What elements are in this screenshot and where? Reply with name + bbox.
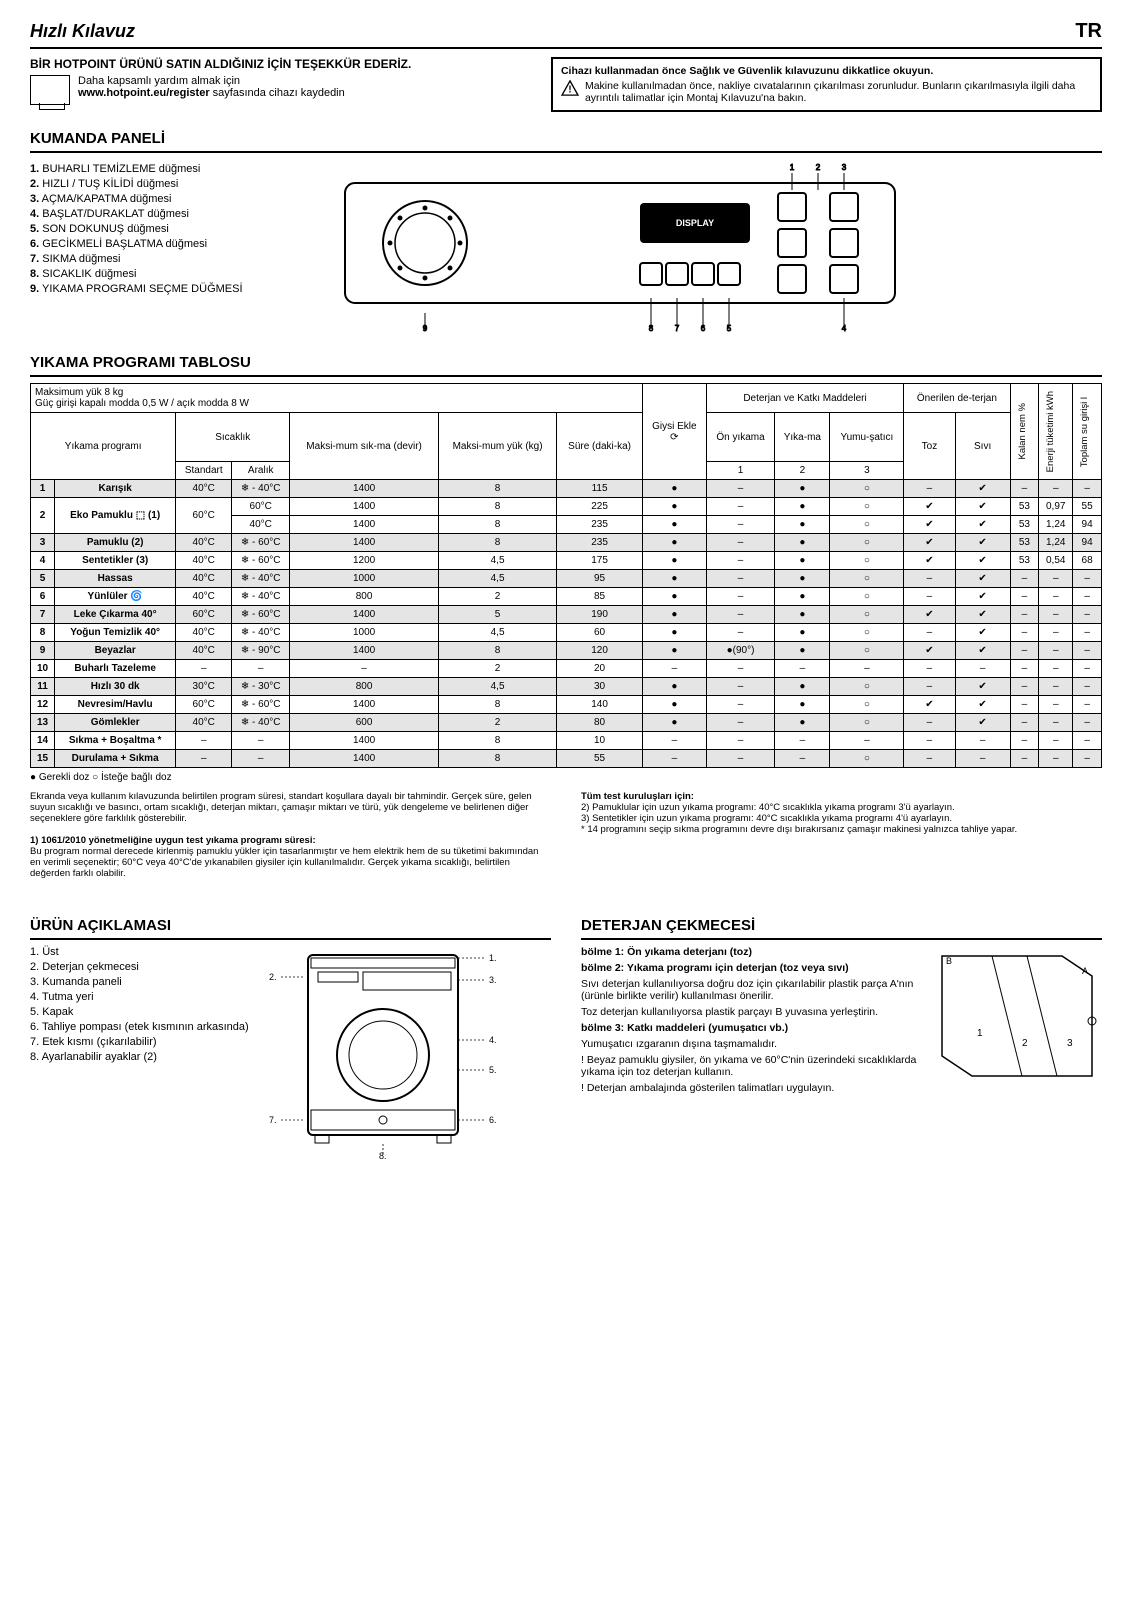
table-row: 5Hassas40°C❄ - 40°C10004,595●–●○–✔––– (31, 570, 1102, 588)
warning-triangle-icon: ! (561, 80, 579, 96)
table-row: 4Sentetikler (3)40°C❄ - 60°C12004,5175●–… (31, 552, 1102, 570)
svg-text:3: 3 (842, 163, 847, 172)
kumanda-item: 1. BUHARLI TEMİZLEME düğmesi (30, 163, 310, 175)
svg-text:5: 5 (727, 324, 732, 333)
warn-text: Makine kullanılmadan önce, nakliye cıvat… (585, 80, 1092, 104)
kumanda-list: 1. BUHARLI TEMİZLEME düğmesi 2. HIZLI / T… (30, 163, 310, 336)
svg-text:6.: 6. (489, 1115, 497, 1125)
svg-text:4.: 4. (489, 1035, 497, 1045)
table-row: 6Yünlüler 🌀40°C❄ - 40°C800285●–●○–✔––– (31, 588, 1102, 606)
svg-text:1.: 1. (489, 953, 497, 963)
register-icon (30, 75, 70, 105)
table-row: 13Gömlekler40°C❄ - 40°C600280●–●○–✔––– (31, 714, 1102, 732)
table-row: 11Hızlı 30 dk30°C❄ - 30°C8004,530●–●○–✔–… (31, 678, 1102, 696)
svg-text:9: 9 (423, 324, 428, 333)
header-right: Cihazı kullanmadan önce Sağlık ve Güvenl… (551, 57, 1102, 112)
product-item: 2. Deterjan çekmecesi (30, 961, 249, 973)
svg-text:4: 4 (842, 324, 847, 333)
svg-text:2: 2 (1022, 1038, 1028, 1049)
svg-text:3.: 3. (489, 975, 497, 985)
doc-title: Hızlı Kılavuz (30, 21, 135, 42)
svg-text:1: 1 (977, 1028, 983, 1039)
drawer-diagram: B A 1 2 3 (932, 946, 1102, 1086)
product-item: 1. Üst (30, 946, 249, 958)
tablo-title: YIKAMA PROGRAMI TABLOSU (30, 354, 1102, 377)
product-diagram: 1. 2. 3. 4. 5. 6. 7. 8. (263, 940, 503, 1160)
kumanda-item: 8. SICAKLIK düğmesi (30, 268, 310, 280)
svg-text:5.: 5. (489, 1065, 497, 1075)
program-table: Maksimum yük 8 kg Güç girişi kapalı modd… (30, 383, 1102, 768)
table-row: 1Karışık40°C❄ - 40°C14008115●–●○–✔––– (31, 480, 1102, 498)
kumanda-item: 5. SON DOKUNUŞ düğmesi (30, 223, 310, 235)
product-item: 5. Kapak (30, 1006, 249, 1018)
header-row: BİR HOTPOINT ÜRÜNÜ SATIN ALDIĞINIZ İÇİN … (30, 57, 1102, 112)
svg-text:2: 2 (816, 163, 821, 172)
table-row: 14Sıkma + Boşaltma *––1400810––––––––– (31, 732, 1102, 750)
kumanda-item: 7. SIKMA düğmesi (30, 253, 310, 265)
notes: Ekranda veya kullanım kılavuzunda belirt… (30, 791, 1102, 879)
kumanda-title: KUMANDA PANELİ (30, 130, 1102, 153)
svg-text:2.: 2. (269, 972, 277, 982)
svg-text:B: B (946, 956, 952, 966)
warning-box: Cihazı kullanmadan önce Sağlık ve Güvenl… (551, 57, 1102, 112)
table-legend: ● Gerekli doz ○ İsteğe bağlı doz (30, 772, 1102, 783)
kumanda-item: 3. AÇMA/KAPATMA düğmesi (30, 193, 310, 205)
kumanda-item: 6. GECİKMELİ BAŞLATMA düğmesi (30, 238, 310, 250)
svg-text:7.: 7. (269, 1115, 277, 1125)
svg-text:3: 3 (1067, 1038, 1073, 1049)
kumanda-item: 2. HIZLI / TUŞ KİLİDİ düğmesi (30, 178, 310, 190)
svg-text:A: A (1082, 966, 1088, 976)
product-item: 4. Tutma yeri (30, 991, 249, 1003)
svg-text:7: 7 (675, 324, 680, 333)
table-row: 2Eko Pamuklu ⬚ (1)60°C60°C14008225●–●○✔✔… (31, 498, 1102, 516)
lower-section: ÜRÜN AÇIKLAMASI 1. Üst 2. Deterjan çekmec… (30, 899, 1102, 1160)
table-row: 9Beyazlar40°C❄ - 90°C14008120●●(90°)●○✔✔… (31, 642, 1102, 660)
svg-text:8.: 8. (379, 1151, 387, 1160)
urun-title: ÜRÜN AÇIKLAMASI (30, 917, 551, 940)
product-parts-list: 1. Üst 2. Deterjan çekmecesi 3. Kumanda pa… (30, 946, 249, 1160)
svg-text:1: 1 (790, 163, 795, 172)
control-panel-diagram: DISPLAY 1 2 3 9 8 7 6 5 4 (340, 163, 1102, 336)
table-row: 8Yoğun Temizlik 40°40°C❄ - 40°C10004,560… (31, 624, 1102, 642)
product-item: 6. Tahliye pompası (etek kısmının arkası… (30, 1021, 249, 1033)
table-row: 15Durulama + Sıkma––1400855–––○––––– (31, 750, 1102, 768)
table-row: 10Buharlı Tazeleme–––220––––––––– (31, 660, 1102, 678)
table-row: 3Pamuklu (2)40°C❄ - 60°C14008235●–●○✔✔53… (31, 534, 1102, 552)
header-left: BİR HOTPOINT ÜRÜNÜ SATIN ALDIĞINIZ İÇİN … (30, 57, 531, 112)
product-item: 3. Kumanda paneli (30, 976, 249, 988)
table-row: 12Nevresim/Havlu60°C❄ - 60°C14008140●–●○… (31, 696, 1102, 714)
kumanda-item: 9. YIKAMA PROGRAMI SEÇME DÜĞMESİ (30, 283, 310, 295)
table-row: 7Leke Çıkarma 40°60°C❄ - 60°C14005190●–●… (31, 606, 1102, 624)
kumanda-item: 4. BAŞLAT/DURAKLAT düğmesi (30, 208, 310, 220)
warn-bold: Cihazı kullanmadan önce Sağlık ve Güvenl… (561, 65, 1092, 77)
svg-text:8: 8 (649, 324, 654, 333)
display-label: DISPLAY (676, 218, 714, 228)
lang-code: TR (1075, 20, 1102, 43)
topbar: Hızlı Kılavuz TR (30, 20, 1102, 49)
product-item: 8. Ayarlanabilir ayaklar (2) (30, 1051, 249, 1063)
reg-line2: www.hotpoint.eu/register sayfasında ciha… (78, 87, 345, 99)
reg-line1: Daha kapsamlı yardım almak için (78, 75, 345, 87)
product-item: 7. Etek kısmı (çıkarılabilir) (30, 1036, 249, 1048)
kumanda: 1. BUHARLI TEMİZLEME düğmesi 2. HIZLI / T… (30, 163, 1102, 336)
thanks-text: BİR HOTPOINT ÜRÜNÜ SATIN ALDIĞINIZ İÇİN … (30, 57, 531, 71)
deterjan-title: DETERJAN ÇEKMECESİ (581, 917, 1102, 940)
svg-text:!: ! (568, 84, 571, 95)
svg-text:6: 6 (701, 324, 706, 333)
